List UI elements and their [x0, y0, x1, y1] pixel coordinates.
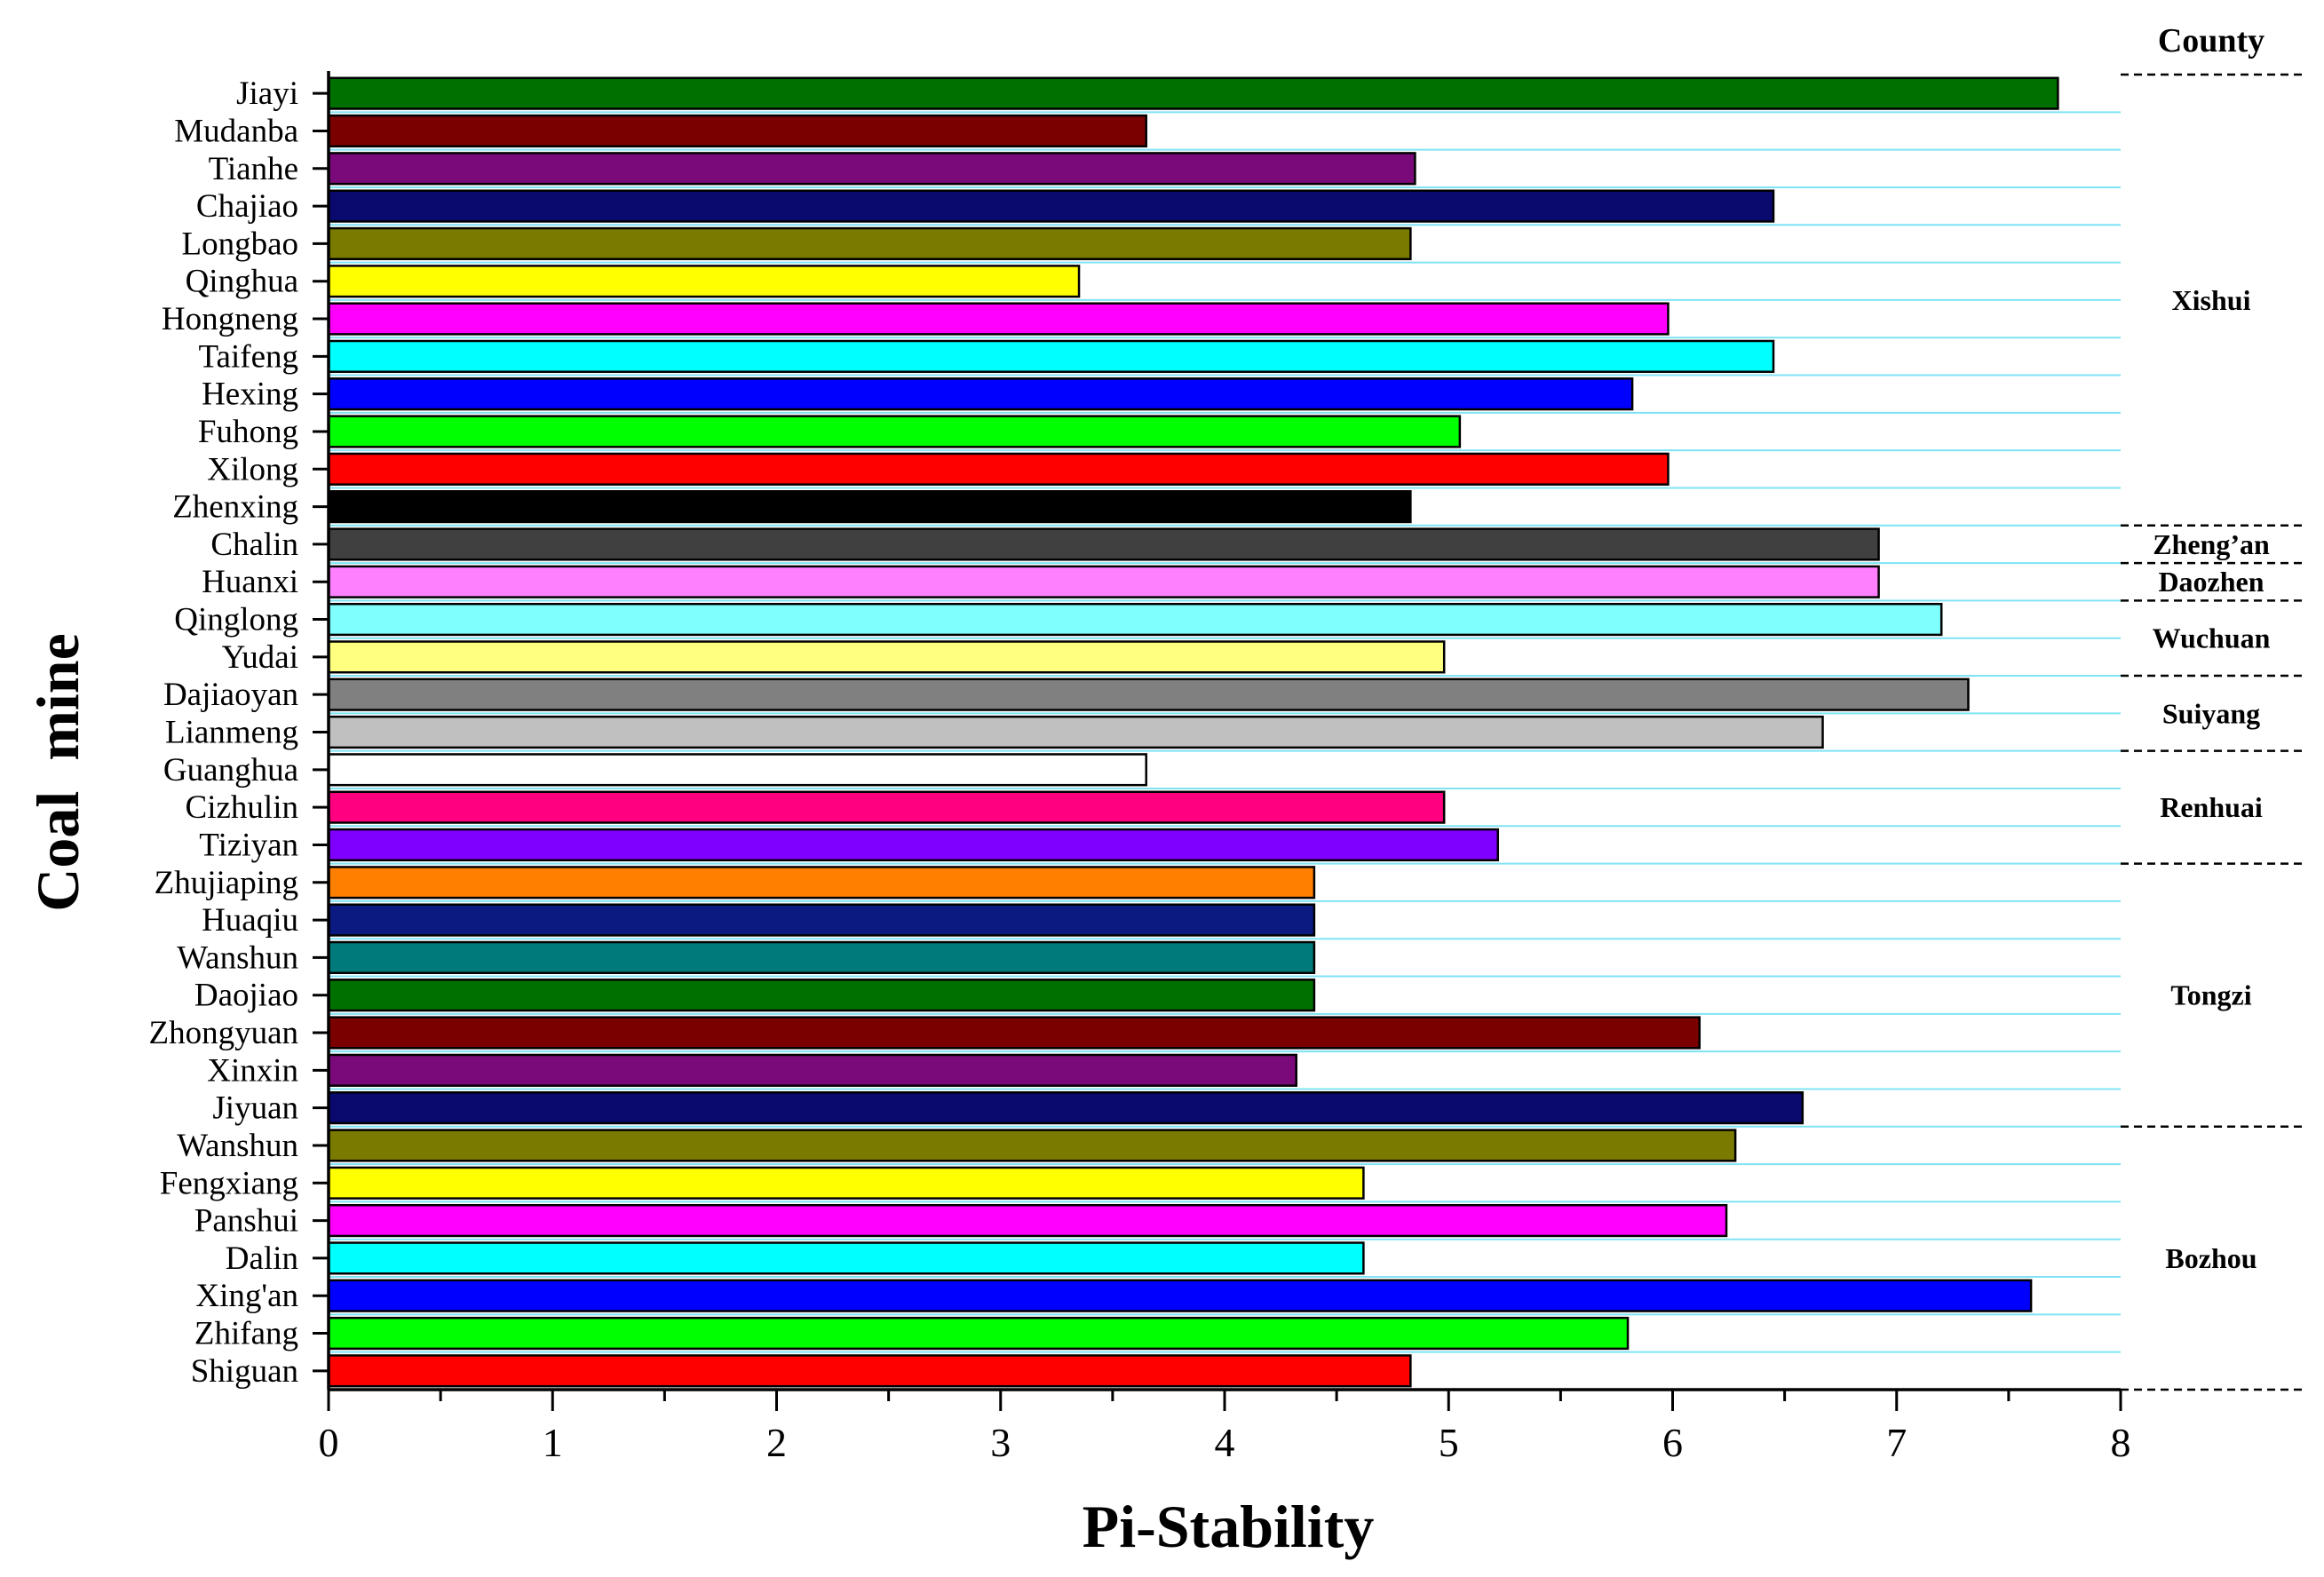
category-label: Cizhulin [186, 789, 298, 826]
bar [327, 76, 2059, 110]
county-label: Xishui [2172, 284, 2251, 316]
bar [327, 790, 1446, 824]
county-label: Renhuai [2160, 791, 2263, 823]
bar [327, 415, 1462, 448]
x-tick-label: 8 [2111, 1420, 2131, 1465]
category-label: Qinglong [174, 602, 298, 638]
category-label: Tiziyan [199, 827, 298, 863]
bar [327, 1316, 1630, 1351]
bar [327, 1203, 1728, 1238]
category-label: Wanshun [177, 1128, 298, 1164]
category-label: Chalin [210, 527, 298, 563]
bar [327, 1279, 2033, 1312]
bar [327, 302, 1670, 336]
category-label: Huaqiu [202, 902, 298, 939]
axes [313, 71, 2122, 1411]
x-axis-title: Pi-Stability [1083, 1493, 1375, 1560]
category-label: Dajiaoyan [163, 677, 298, 713]
bar [327, 979, 1316, 1012]
category-label: Qinghua [186, 264, 298, 300]
x-tick-label: 1 [543, 1420, 563, 1465]
county-label: Tongzi [2170, 979, 2251, 1011]
bar [327, 339, 1775, 373]
y-axis-title: Coal mine [24, 633, 91, 912]
bar [327, 1129, 1737, 1162]
bar [327, 265, 1081, 298]
category-label: Xing'an [195, 1278, 298, 1314]
bar [327, 565, 1880, 598]
category-label: Hexing [202, 376, 298, 413]
category-label: Zhenxing [172, 489, 298, 526]
bar [327, 189, 1775, 223]
category-label: Zhujiaping [155, 865, 298, 901]
bar [327, 1166, 1365, 1200]
category-label: Taifeng [199, 338, 298, 375]
bar [327, 114, 1147, 148]
bar [327, 715, 1824, 749]
bar [327, 1354, 1412, 1388]
tick-labels: JiayiMudanbaTianheChajiaoLongbaoQinghuaH… [148, 75, 2130, 1465]
category-label: Shiguan [191, 1353, 298, 1390]
county-label: Bozhou [2165, 1242, 2257, 1274]
category-label: Chajiao [196, 188, 298, 225]
bar [327, 866, 1316, 899]
category-label: Lianmeng [165, 715, 298, 751]
county-label: Wuchuan [2153, 622, 2271, 654]
bar [327, 152, 1416, 186]
county-annotations: County Xishui Zheng’an Daozhen Wuchuan Suiyan… [2121, 22, 2307, 1391]
category-label: Tianhe [209, 151, 298, 187]
category-label: Panshui [194, 1203, 298, 1240]
bar [327, 940, 1316, 974]
x-tick-label: 3 [990, 1420, 1011, 1465]
bar [327, 640, 1446, 674]
category-label: Daojiao [194, 978, 298, 1014]
bar [327, 1016, 1701, 1050]
bar [327, 527, 1880, 561]
category-label: Jiyuan [212, 1090, 298, 1127]
category-label: Mudanba [174, 113, 298, 149]
category-label: Xinxin [207, 1052, 298, 1089]
bar [327, 1053, 1297, 1087]
category-label: Guanghua [163, 752, 298, 788]
bar [327, 753, 1147, 787]
x-tick-label: 5 [1439, 1420, 1459, 1465]
county-label: Zheng’an [2153, 528, 2270, 560]
bar [327, 1091, 1804, 1125]
county-label: Daozhen [2158, 566, 2264, 598]
bar [327, 602, 1943, 637]
category-label: Fengxiang [160, 1165, 298, 1201]
x-tick-label: 2 [766, 1420, 787, 1465]
x-tick-label: 0 [319, 1420, 339, 1465]
category-label: Longbao [181, 226, 298, 262]
bar [327, 226, 1412, 261]
bar [327, 1241, 1365, 1275]
category-label: Zhongyuan [148, 1015, 298, 1051]
category-label: Xilong [207, 451, 298, 487]
bar [327, 678, 1970, 711]
category-label: Yudai [222, 639, 298, 676]
bar [327, 903, 1316, 937]
category-label: Hongneng [162, 301, 298, 337]
bar [327, 452, 1670, 486]
x-tick-label: 7 [1886, 1420, 1907, 1465]
bar [327, 377, 1634, 411]
x-tick-label: 4 [1215, 1420, 1235, 1465]
category-label: Huanxi [202, 564, 298, 600]
bars [327, 76, 2059, 1388]
category-label: Dalin [226, 1240, 298, 1277]
category-label: Jiayi [236, 75, 298, 112]
category-label: Fuhong [198, 414, 298, 450]
bar [327, 828, 1499, 862]
gridlines [329, 111, 2121, 1353]
county-header: County [2158, 22, 2265, 59]
x-tick-label: 6 [1662, 1420, 1683, 1465]
county-label: Suiyang [2162, 697, 2260, 729]
category-label: Zhifang [194, 1316, 298, 1352]
category-label: Wanshun [177, 939, 298, 976]
bar [327, 490, 1412, 524]
